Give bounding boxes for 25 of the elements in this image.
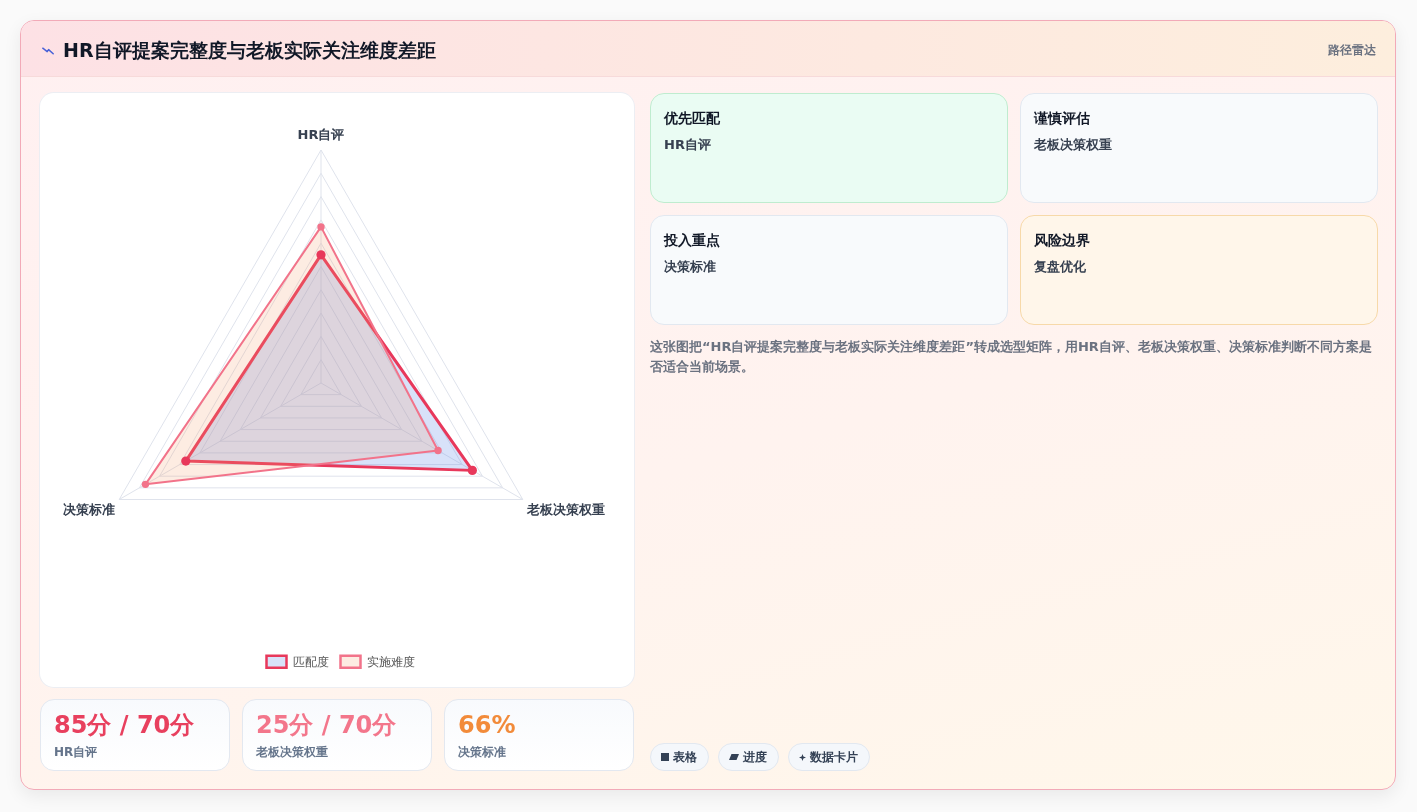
spoke-label: HR自评: [297, 127, 345, 142]
spoke-label: 决策标准: [63, 501, 116, 517]
text: HR自评: [664, 136, 712, 154]
text: 25分 / 70分: [256, 710, 398, 741]
text: 85分 / 70分: [54, 710, 196, 741]
text: HR自评: [54, 744, 99, 760]
text: HR自评提案完整度与老板实际关注维度差距: [63, 38, 436, 62]
text: 进度: [743, 748, 767, 766]
legend-label: 实施难度: [367, 654, 415, 669]
text: 这张图把“HR自评提案完整度与老板实际关注维度差距”转成选型矩阵，用HR自评、老板决策权重、决策标准判断不同方案是否适合当前场景。: [650, 338, 1373, 376]
text: 表格: [673, 748, 697, 766]
text: 风险边界: [1034, 231, 1091, 250]
text: 数据卡片: [810, 748, 858, 766]
text: 决策标准: [664, 258, 717, 276]
text: 谨慎评估: [1034, 109, 1091, 128]
text: 投入重点: [664, 231, 721, 250]
text: 老板决策权重: [1034, 136, 1113, 154]
text: 老板决策权重: [256, 744, 329, 760]
legend-label: 匹配度: [293, 654, 329, 669]
text: 复盘优化: [1034, 258, 1087, 276]
text: 66%: [458, 710, 517, 741]
text: 优先匹配: [664, 109, 721, 128]
text: 决策标准: [458, 744, 507, 760]
text: 路径雷达: [1328, 42, 1376, 58]
spoke-label: 老板决策权重: [525, 501, 605, 517]
